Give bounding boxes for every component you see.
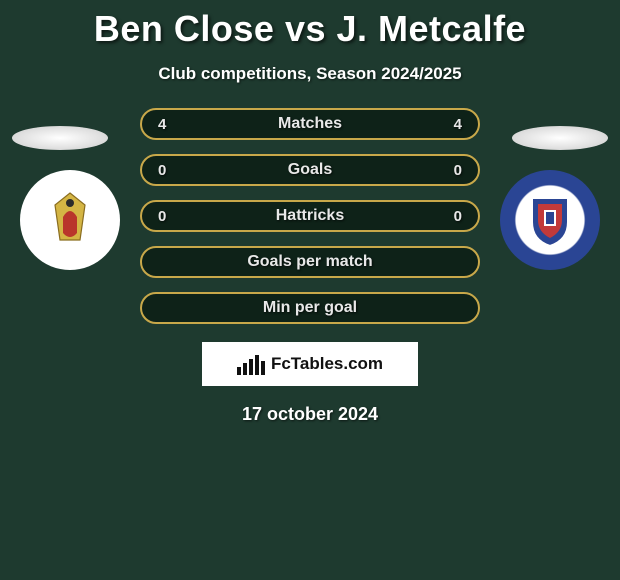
player-left-avatar	[12, 126, 108, 150]
club-left-badge	[20, 170, 120, 270]
player-right-avatar	[512, 126, 608, 150]
stat-right-value: 4	[454, 116, 462, 133]
page-subtitle: Club competitions, Season 2024/2025	[0, 64, 620, 84]
stat-left-value: 0	[158, 162, 166, 179]
club-left-crest	[35, 185, 105, 255]
stat-right-value: 0	[454, 208, 462, 225]
stat-row-matches: 4 Matches 4	[140, 108, 480, 140]
stat-left-value: 4	[158, 116, 166, 133]
stat-label: Matches	[278, 115, 342, 133]
stat-right-value: 0	[454, 162, 462, 179]
club-right-badge	[500, 170, 600, 270]
stat-row-hattricks: 0 Hattricks 0	[140, 200, 480, 232]
stat-label: Goals per match	[247, 253, 372, 271]
stat-row-min-per-goal: Min per goal	[140, 292, 480, 324]
brand-text: FcTables.com	[271, 354, 383, 374]
brand-box: FcTables.com	[202, 342, 418, 386]
page-title: Ben Close vs J. Metcalfe	[0, 0, 620, 50]
stat-left-value: 0	[158, 208, 166, 225]
stat-label: Goals	[288, 161, 332, 179]
stat-row-goals: 0 Goals 0	[140, 154, 480, 186]
club-right-crest	[522, 192, 578, 248]
stat-label: Hattricks	[276, 207, 344, 225]
brand-bars-icon	[237, 353, 265, 375]
stat-row-goals-per-match: Goals per match	[140, 246, 480, 278]
stat-label: Min per goal	[263, 299, 357, 317]
date-text: 17 october 2024	[0, 404, 620, 425]
